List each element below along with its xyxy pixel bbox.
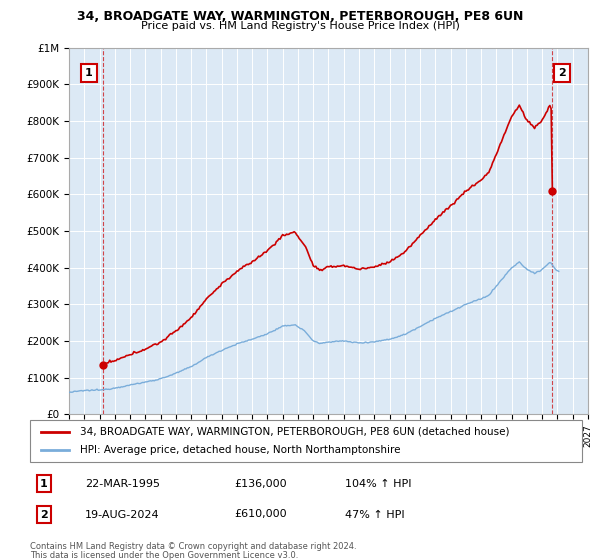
Text: 2: 2 — [558, 68, 566, 78]
Text: 34, BROADGATE WAY, WARMINGTON, PETERBOROUGH, PE8 6UN: 34, BROADGATE WAY, WARMINGTON, PETERBORO… — [77, 10, 523, 23]
Text: £136,000: £136,000 — [234, 479, 287, 489]
Text: 104% ↑ HPI: 104% ↑ HPI — [344, 479, 411, 489]
Text: Price paid vs. HM Land Registry's House Price Index (HPI): Price paid vs. HM Land Registry's House … — [140, 21, 460, 31]
Text: 19-AUG-2024: 19-AUG-2024 — [85, 510, 160, 520]
Text: 34, BROADGATE WAY, WARMINGTON, PETERBOROUGH, PE8 6UN (detached house): 34, BROADGATE WAY, WARMINGTON, PETERBORO… — [80, 427, 509, 437]
Text: 22-MAR-1995: 22-MAR-1995 — [85, 479, 160, 489]
Text: 1: 1 — [85, 68, 93, 78]
Text: 47% ↑ HPI: 47% ↑ HPI — [344, 510, 404, 520]
Text: £610,000: £610,000 — [234, 510, 287, 520]
Text: 2: 2 — [40, 510, 47, 520]
FancyBboxPatch shape — [30, 420, 582, 462]
Text: HPI: Average price, detached house, North Northamptonshire: HPI: Average price, detached house, Nort… — [80, 445, 400, 455]
Text: Contains HM Land Registry data © Crown copyright and database right 2024.: Contains HM Land Registry data © Crown c… — [30, 542, 356, 551]
Text: 1: 1 — [40, 479, 47, 489]
Text: This data is licensed under the Open Government Licence v3.0.: This data is licensed under the Open Gov… — [30, 551, 298, 560]
